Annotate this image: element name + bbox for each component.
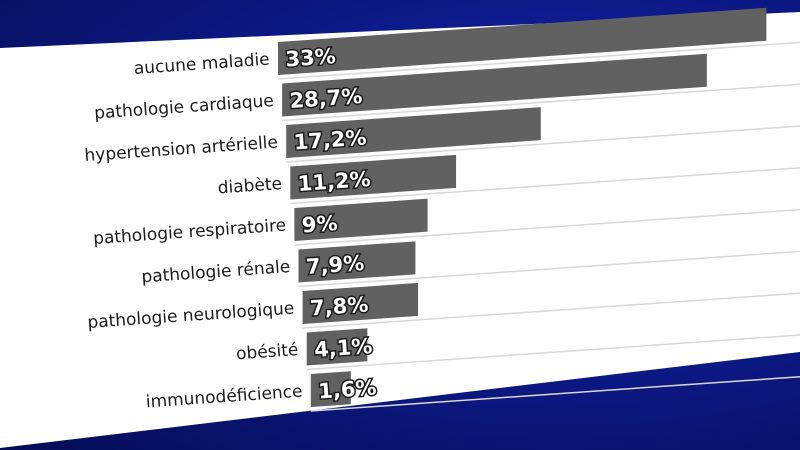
value-label: 28,7% (289, 84, 363, 113)
value-label: 4,1% (313, 334, 373, 362)
bar (298, 241, 416, 283)
value-label: 9% (301, 211, 338, 237)
grid-line (294, 208, 800, 246)
value-label: 7,9% (305, 251, 365, 279)
grid-line (310, 376, 800, 412)
grid-line (306, 334, 800, 371)
bar (306, 328, 368, 366)
grid-line (282, 83, 800, 122)
chart-bars (278, 7, 767, 407)
value-label: 17,2% (293, 125, 367, 154)
grid-line (298, 250, 800, 288)
bar (286, 107, 541, 158)
bar (290, 154, 457, 200)
bar (302, 282, 419, 324)
bar (310, 371, 351, 407)
bar (294, 198, 428, 241)
value-label: 7,8% (309, 292, 369, 320)
bar (278, 7, 767, 76)
grid-line (302, 292, 800, 329)
grid-line (286, 125, 800, 163)
chart-grid (277, 41, 800, 412)
grid-line (290, 167, 800, 205)
value-label: 11,2% (297, 167, 371, 196)
category-label: diabète (217, 174, 283, 198)
value-label: 1,6% (317, 375, 377, 403)
category-label: obésité (235, 340, 299, 364)
grid-line (277, 41, 800, 80)
value-label: 33% (285, 44, 337, 71)
bar (282, 53, 707, 117)
